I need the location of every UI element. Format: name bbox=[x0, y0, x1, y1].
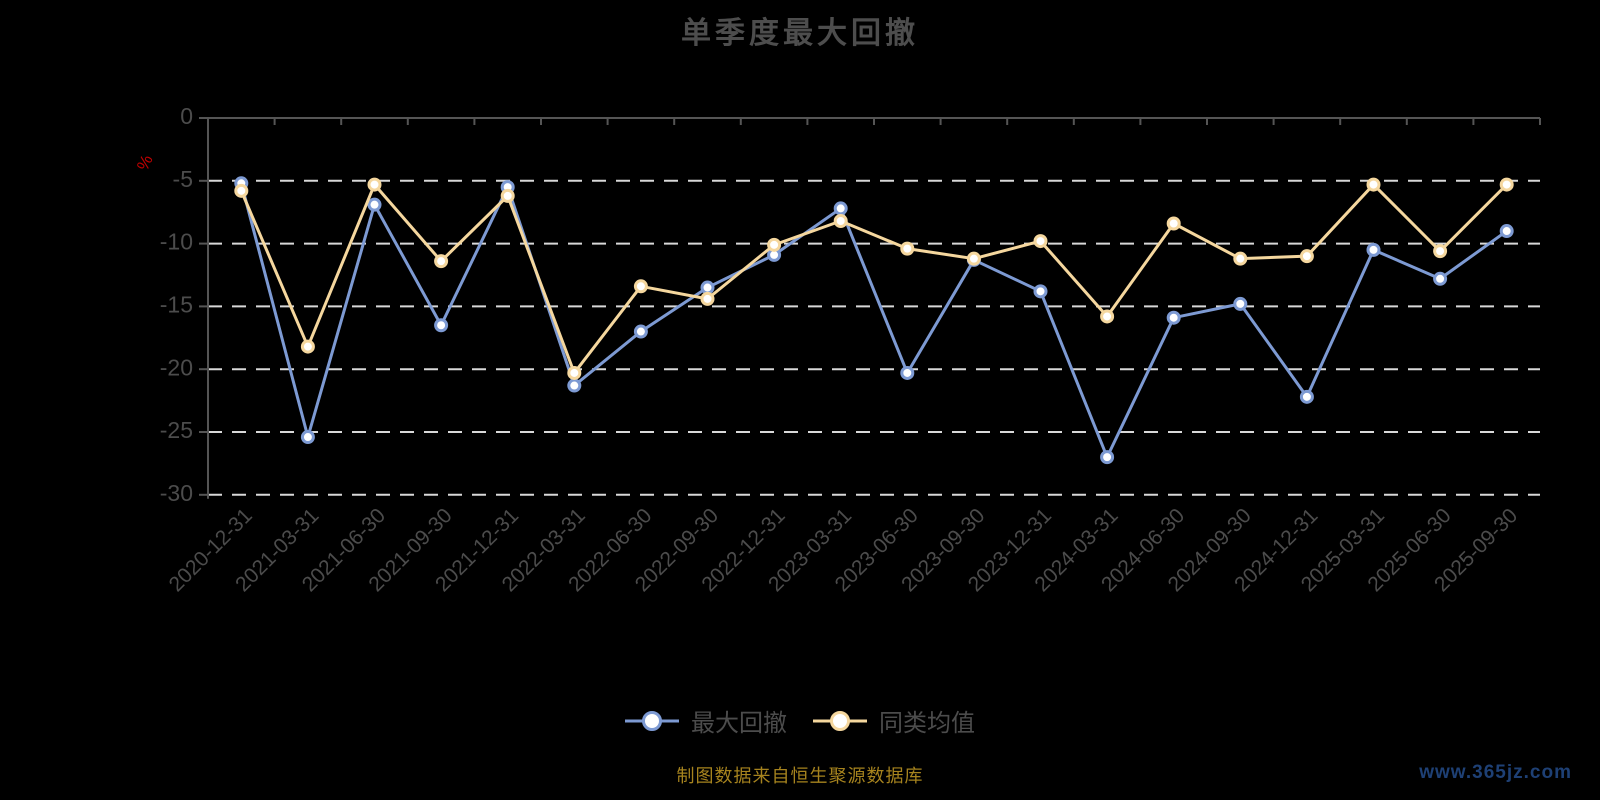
data-point-marker[interactable] bbox=[1299, 389, 1314, 404]
data-point-marker[interactable] bbox=[1499, 177, 1514, 192]
data-point-marker[interactable] bbox=[567, 378, 582, 393]
legend-label: 最大回撤 bbox=[691, 710, 787, 737]
site-watermark: www.365jz.com bbox=[1419, 762, 1572, 783]
data-point-marker[interactable] bbox=[300, 430, 315, 445]
data-point-marker[interactable] bbox=[1433, 244, 1448, 259]
y-axis-label: -10 bbox=[160, 229, 193, 255]
data-point-marker[interactable] bbox=[700, 291, 715, 306]
y-axis-label: -20 bbox=[160, 354, 193, 380]
y-axis-label: -5 bbox=[173, 166, 193, 192]
data-point-marker[interactable] bbox=[1366, 242, 1381, 257]
data-point-marker[interactable] bbox=[234, 183, 249, 198]
data-point-marker[interactable] bbox=[633, 279, 648, 294]
data-point-marker[interactable] bbox=[300, 339, 315, 354]
data-point-marker[interactable] bbox=[700, 280, 715, 295]
data-point-marker[interactable] bbox=[434, 318, 449, 333]
data-point-marker[interactable] bbox=[367, 177, 382, 192]
chart-title: 单季度最大回撤 bbox=[681, 17, 919, 50]
y-axis-label: -25 bbox=[160, 417, 193, 443]
legend: 最大回撤 同类均值 bbox=[0, 703, 1600, 738]
data-point-marker[interactable] bbox=[1233, 251, 1248, 266]
data-source-note: 制图数据来自恒生聚源数据库 bbox=[676, 766, 924, 786]
data-point-marker[interactable] bbox=[434, 254, 449, 269]
line-circle-marker-icon bbox=[625, 710, 679, 731]
y-axis-label: 0 bbox=[180, 103, 193, 129]
data-point-marker[interactable] bbox=[1499, 224, 1514, 239]
legend-label: 同类均值 bbox=[879, 710, 975, 737]
chart-canvas: 0-5-10-15-20-25-30%2020-12-312021-03-312… bbox=[133, 103, 1541, 596]
data-point-marker[interactable] bbox=[1033, 284, 1048, 299]
line-circle-marker-icon bbox=[813, 710, 867, 731]
data-point-marker[interactable] bbox=[367, 197, 382, 212]
data-point-marker[interactable] bbox=[1299, 249, 1314, 264]
legend-item-max-drawdown[interactable]: 最大回撤 bbox=[625, 703, 787, 738]
data-point-marker[interactable] bbox=[1166, 310, 1181, 325]
series-line bbox=[239, 181, 1509, 459]
data-point-marker[interactable] bbox=[1233, 296, 1248, 311]
data-point-marker[interactable] bbox=[633, 324, 648, 339]
data-point-marker[interactable] bbox=[833, 201, 848, 216]
data-point-marker[interactable] bbox=[1100, 450, 1115, 465]
data-point-marker[interactable] bbox=[900, 365, 915, 380]
data-point-marker[interactable] bbox=[567, 365, 582, 380]
data-point-marker[interactable] bbox=[1166, 216, 1181, 231]
y-axis-unit-label: % bbox=[133, 152, 157, 174]
data-point-marker[interactable] bbox=[1366, 177, 1381, 192]
data-point-marker[interactable] bbox=[1033, 234, 1048, 249]
data-point-marker[interactable] bbox=[966, 251, 981, 266]
data-point-marker[interactable] bbox=[500, 188, 515, 203]
data-point-marker[interactable] bbox=[1433, 271, 1448, 286]
legend-item-category-average[interactable]: 同类均值 bbox=[813, 703, 975, 738]
data-point-marker[interactable] bbox=[900, 241, 915, 256]
data-point-marker[interactable] bbox=[767, 237, 782, 252]
data-point-marker[interactable] bbox=[833, 213, 848, 228]
y-axis-label: -30 bbox=[160, 480, 193, 506]
data-point-marker[interactable] bbox=[1100, 309, 1115, 324]
series-line bbox=[239, 183, 1509, 375]
y-axis-label: -15 bbox=[160, 291, 193, 317]
